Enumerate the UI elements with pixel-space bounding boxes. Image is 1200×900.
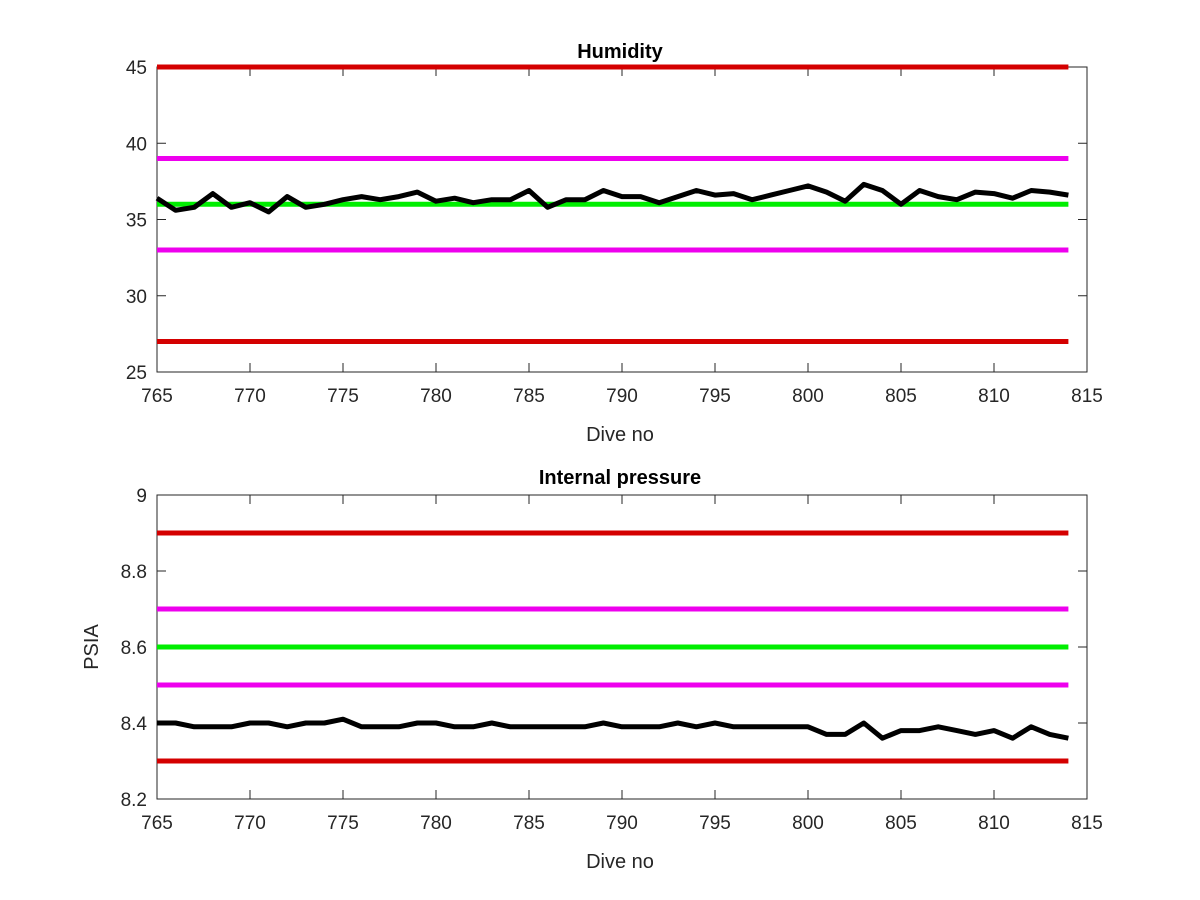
x-tick-label: 775 bbox=[327, 386, 359, 407]
x-tick-label: 775 bbox=[327, 813, 359, 834]
x-tick-label: 770 bbox=[234, 813, 266, 834]
x-tick-label: 780 bbox=[420, 813, 452, 834]
y-tick-label: 9 bbox=[136, 486, 147, 507]
x-tick-label: 790 bbox=[606, 386, 638, 407]
y-tick-label: 30 bbox=[126, 287, 147, 308]
x-tick-label: 815 bbox=[1071, 386, 1103, 407]
x-tick-label: 765 bbox=[141, 813, 173, 834]
x-tick-label: 780 bbox=[420, 386, 452, 407]
internal-pressure-panel: Internal pressure Dive no PSIA 765 770 775… bbox=[81, 467, 1103, 873]
plot-area: 765 770 775 780 785 790 795 800 805 810 815 8.2 8.4 8… bbox=[121, 486, 1103, 834]
y-tick-label: 40 bbox=[126, 134, 147, 155]
x-tick-label: 810 bbox=[978, 813, 1010, 834]
x-tick-label: 790 bbox=[606, 813, 638, 834]
y-tick-label: 35 bbox=[126, 211, 147, 232]
x-tick-label: 800 bbox=[792, 813, 824, 834]
y-tick-label: 8.8 bbox=[121, 562, 147, 583]
x-tick-label: 800 bbox=[792, 386, 824, 407]
series-line bbox=[157, 716, 1069, 741]
x-tick-label: 765 bbox=[141, 386, 173, 407]
x-tick-label: 810 bbox=[978, 386, 1010, 407]
y-tick-label: 8.6 bbox=[121, 638, 147, 659]
x-tick-label: 785 bbox=[513, 386, 545, 407]
axes-box bbox=[156, 66, 1088, 373]
chart-title: Internal pressure bbox=[539, 467, 701, 489]
series-line bbox=[155, 181, 1069, 215]
x-tick-label: 795 bbox=[699, 386, 731, 407]
x-axis-label: Dive no bbox=[586, 424, 654, 446]
y-axis-label: PSIA bbox=[81, 624, 103, 670]
x-tick-label: 805 bbox=[885, 813, 917, 834]
x-tick-label: 785 bbox=[513, 813, 545, 834]
chart-title: Humidity bbox=[577, 41, 663, 63]
x-axis-label: Dive no bbox=[586, 851, 654, 873]
plot-area: 765 770 775 780 785 790 795 800 805 810 815 25 30 35 4… bbox=[126, 58, 1103, 407]
y-tick-label: 45 bbox=[126, 58, 147, 79]
x-tick-label: 815 bbox=[1071, 813, 1103, 834]
x-tick-label: 805 bbox=[885, 386, 917, 407]
y-tick-label: 8.4 bbox=[121, 714, 148, 735]
x-tick-label: 770 bbox=[234, 386, 266, 407]
y-tick-label: 25 bbox=[126, 363, 147, 384]
y-tick-label: 8.2 bbox=[121, 790, 147, 811]
x-tick-label: 795 bbox=[699, 813, 731, 834]
humidity-panel: Humidity Dive no 765 770 775 780 785 790 795 80… bbox=[126, 41, 1103, 446]
